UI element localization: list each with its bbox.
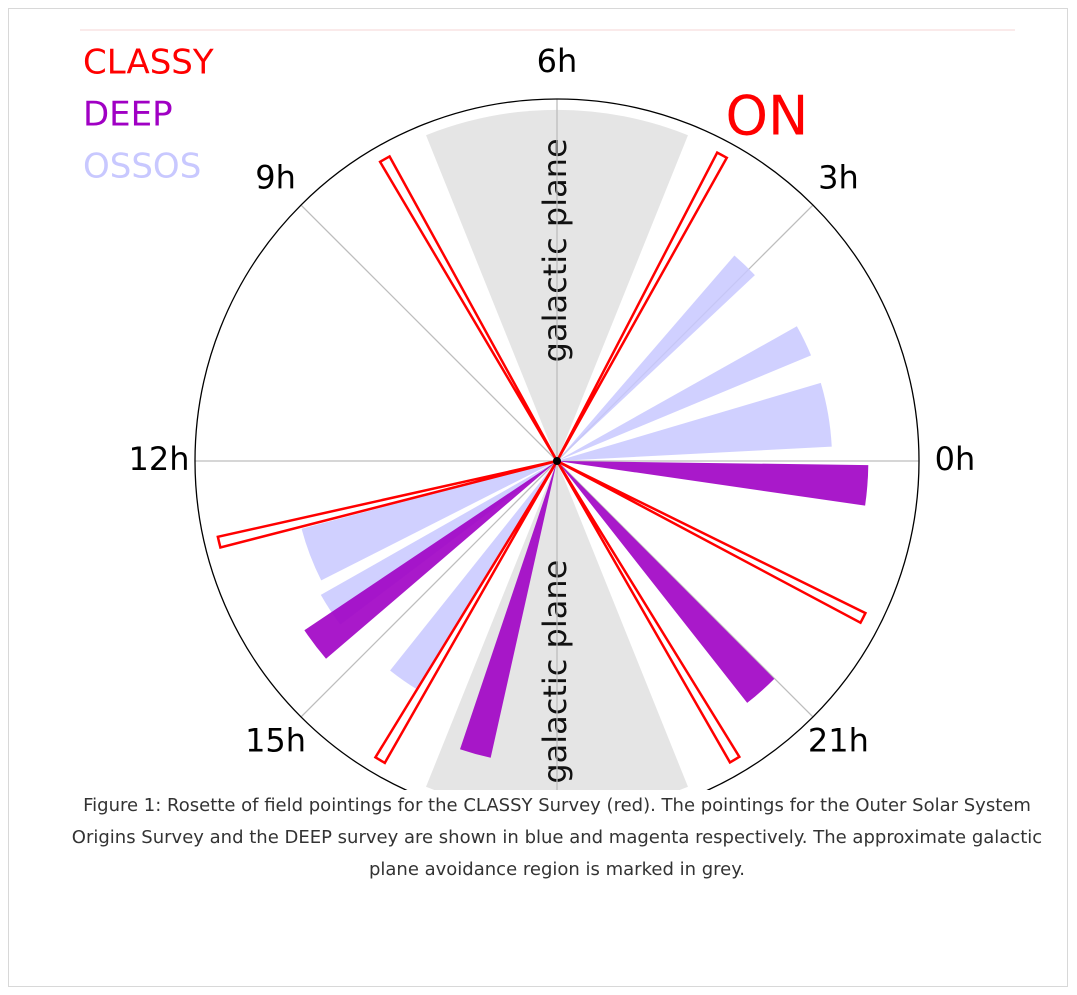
figure-caption: Figure 1: Rosette of field pointings for…	[71, 795, 1043, 880]
legend-entry: DEEP	[83, 95, 173, 135]
region-label: galactic plane	[536, 138, 574, 362]
grid-spoke	[300, 460, 558, 718]
pointing-wedge	[557, 255, 755, 461]
angle-tick-label: 6h	[537, 42, 578, 80]
figure-frame	[8, 8, 1068, 987]
center-dot	[553, 457, 561, 465]
angle-tick-label: 3h	[818, 159, 859, 197]
pointing-wedge	[373, 460, 559, 765]
pointing-wedge	[555, 150, 729, 462]
angle-tick-label: 21h	[808, 721, 869, 759]
pointing-wedge	[557, 461, 775, 703]
angle-tick-label: 15h	[245, 721, 306, 759]
pointing-wedge	[557, 461, 869, 506]
grid-spoke	[300, 204, 558, 462]
pointing-wedge	[378, 154, 559, 462]
outer-circle	[194, 98, 920, 790]
pointing-wedge	[556, 459, 868, 625]
pointing-wedge	[216, 459, 558, 549]
angle-tick-label: 12h	[129, 440, 190, 478]
grid-spoke	[556, 460, 814, 718]
annotation: ON	[726, 85, 809, 148]
region-label: galactic plane	[536, 560, 574, 784]
pointing-wedge	[557, 326, 812, 461]
pointing-wedge	[557, 382, 832, 461]
pointing-wedge	[390, 461, 557, 691]
angle-tick-label: 9h	[255, 159, 296, 197]
chart: galactic plane galactic plane 0h 3h 6h 9h 12h 1…	[80, 29, 1015, 790]
pointing-wedge	[555, 460, 742, 765]
pointing-wedge	[304, 461, 557, 659]
legend-entry: CLASSY	[83, 43, 214, 83]
angle-tick-label: 0h	[935, 440, 976, 478]
pointing-wedge	[460, 461, 557, 758]
pointing-wedge	[301, 461, 557, 581]
legend-entry: OSSOS	[83, 147, 201, 187]
